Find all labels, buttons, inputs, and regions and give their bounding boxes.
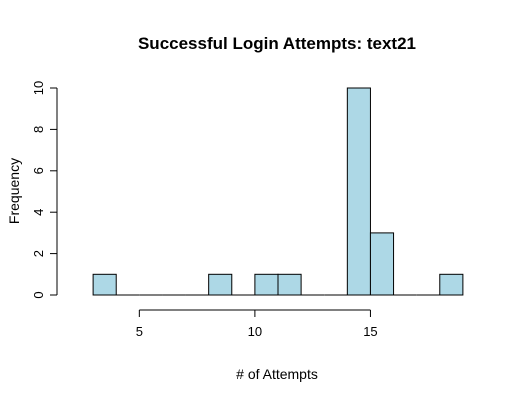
y-axis-label: Frequency xyxy=(6,158,22,224)
histogram-bar-7 xyxy=(254,273,279,296)
y-tick-label-4: 4 xyxy=(31,209,46,216)
y-tick-label-2: 2 xyxy=(31,250,46,257)
histogram-bar-8 xyxy=(277,273,302,296)
y-tick-label-10: 10 xyxy=(31,81,46,95)
bars-group xyxy=(92,87,464,296)
histogram-bar-11 xyxy=(346,87,371,296)
x-tick-label-10: 10 xyxy=(248,324,262,339)
y-tick-label-8: 8 xyxy=(31,126,46,133)
y-tick-label-0: 0 xyxy=(31,291,46,298)
histogram-bar-0 xyxy=(92,273,117,296)
x-axis-label: # of Attempts xyxy=(236,366,318,382)
x-tick-label-15: 15 xyxy=(363,324,377,339)
x-tick-label-5: 5 xyxy=(136,324,143,339)
histogram-bar-15 xyxy=(439,273,464,296)
chart-title: Successful Login Attempts: text21 xyxy=(138,34,416,53)
y-axis: 0 2 4 6 8 10 xyxy=(31,81,58,299)
x-axis: 5 10 15 xyxy=(136,309,378,339)
histogram-bar-5 xyxy=(208,273,233,296)
y-tick-label-6: 6 xyxy=(31,167,46,174)
histogram-bar-12 xyxy=(369,232,395,296)
